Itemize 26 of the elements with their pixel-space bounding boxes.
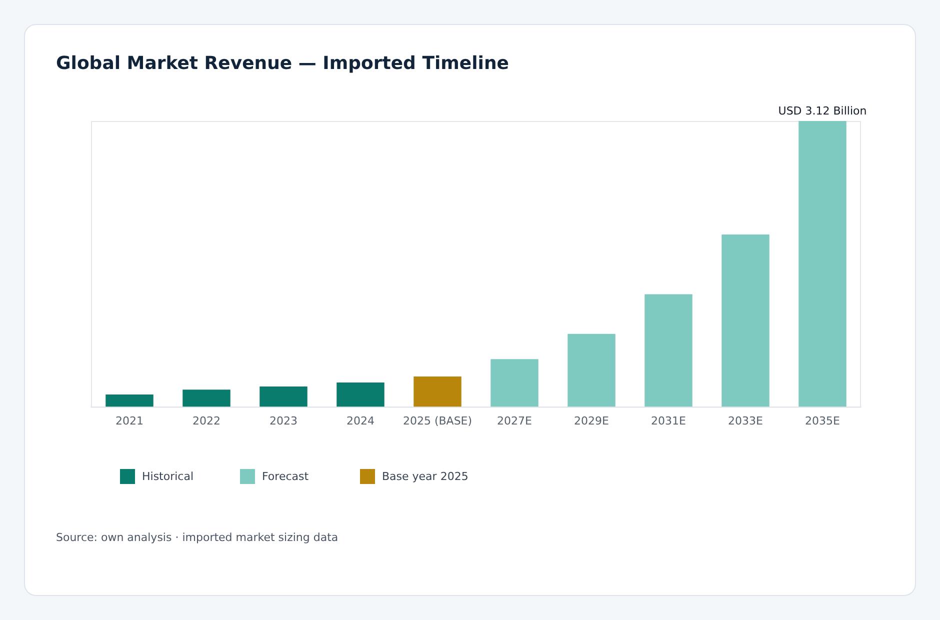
bar bbox=[182, 390, 230, 407]
bar bbox=[644, 294, 692, 407]
x-tick-label: 2022 bbox=[192, 414, 220, 428]
x-tick-label: 2029E bbox=[574, 414, 610, 428]
legend-label: Forecast bbox=[262, 470, 309, 483]
legend-label: Base year 2025 bbox=[382, 470, 468, 483]
x-tick-label: 2023 bbox=[270, 414, 298, 428]
bar bbox=[490, 359, 538, 407]
x-tick-label: 2027E bbox=[497, 414, 532, 428]
x-tick-label: 2035E bbox=[805, 414, 840, 428]
bar bbox=[260, 386, 308, 407]
bar bbox=[336, 382, 384, 407]
text: USD 3.12 Billion bbox=[778, 104, 867, 118]
chart-title: Global Market Revenue — Imported Timeline bbox=[56, 53, 509, 74]
x-tick-label: 2025 (BASE) bbox=[402, 414, 472, 428]
x-tick-label: 2031E bbox=[651, 414, 686, 428]
x-tick-label: 2024 bbox=[346, 414, 374, 428]
bar bbox=[722, 234, 770, 407]
bar bbox=[568, 334, 616, 407]
x-tick-label: 2021 bbox=[116, 414, 144, 428]
source-note: Source: own analysis · imported market sizing data bbox=[56, 531, 338, 544]
bar bbox=[106, 394, 154, 407]
bar bbox=[798, 121, 846, 407]
legend-label: Historical bbox=[142, 470, 194, 483]
bar bbox=[414, 376, 462, 407]
x-tick-label: 2033E bbox=[728, 414, 764, 428]
